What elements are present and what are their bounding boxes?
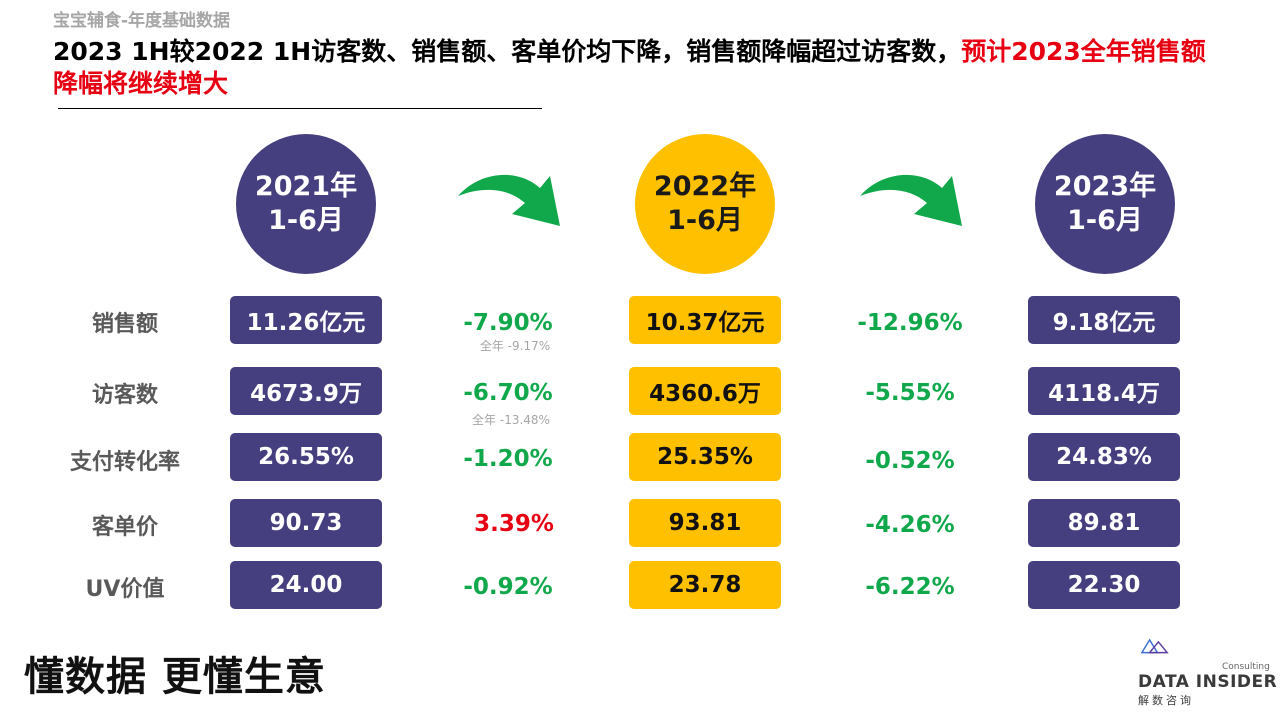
logo-cn: 解数咨询 [1138,694,1194,707]
metric-label-uv-value: UV价值 [85,577,165,602]
supertitle: 宝宝辅食-年度基础数据 [53,11,231,31]
value-box-2022-conversion: 25.35% [629,433,781,481]
value-box-2022-sales: 10.37亿元 [629,296,781,344]
value-box-2021-uv-value: 24.00 [230,561,382,609]
headline-highlight: 预计2023全年销售额降幅将继续增大 [53,37,1206,98]
title-underline [58,108,542,109]
change-1-visitors-annual: 全年 -13.48% [472,413,550,427]
value-box-2022-uv-value: 23.78 [629,561,781,609]
headline-main: 2023 1H较2022 1H访客数、销售额、客单价均下降，销售额降幅超过访客数… [53,37,962,66]
value-box-2022-avg-order: 93.81 [629,499,781,547]
change-1-conversion: -1.20% [463,446,553,472]
value-box-2021-sales: 11.26亿元 [230,296,382,344]
change-2-avg-order: -4.26% [865,512,955,538]
change-2-visitors: -5.55% [865,380,955,406]
period-year: 2021年 [254,171,358,202]
period-months: 1-6月 [268,205,344,236]
change-2-conversion: -0.52% [865,448,955,474]
value-box-2023-avg-order: 89.81 [1028,499,1180,547]
change-1-uv-value: -0.92% [463,574,553,600]
change-2-uv-value: -6.22% [865,574,955,600]
metric-label-conversion: 支付转化率 [69,450,180,475]
metric-label-visitors: 访客数 [91,383,158,408]
period-months: 1-6月 [1067,205,1143,236]
value-box-2023-sales: 9.18亿元 [1028,296,1180,344]
value-box-2023-conversion: 24.83% [1028,433,1180,481]
headline: 2023 1H较2022 1H访客数、销售额、客单价均下降，销售额降幅超过访客数… [53,36,1213,100]
period-year: 2023年 [1053,171,1157,202]
value-box-2023-visitors: 4118.4万 [1028,367,1180,415]
value-box-2022-visitors: 4360.6万 [629,367,781,415]
change-1-sales-annual: 全年 -9.17% [479,339,551,353]
period-circle-2021: 2021年 1-6月 [236,134,376,274]
change-1-avg-order: 3.39% [474,511,554,537]
change-1-sales: -7.90% [463,310,553,336]
change-2-sales: -12.96% [857,310,963,336]
change-1-visitors: -6.70% [463,380,553,406]
value-box-2023-uv-value: 22.30 [1028,561,1180,609]
logo-name: DATA INSIDER [1138,672,1278,692]
logo-consulting: Consulting [1222,662,1270,672]
data-insider-logo-icon [1140,638,1169,654]
period-circle-2022: 2022年 1-6月 [635,134,775,274]
value-box-2021-visitors: 4673.9万 [230,367,382,415]
period-year: 2022年 [653,171,757,202]
curved-right-arrow-icon [860,174,962,226]
value-box-2021-avg-order: 90.73 [230,499,382,547]
slogan: 懂数据 更懂生意 [24,654,326,700]
value-box-2021-conversion: 26.55% [230,433,382,481]
period-circle-2023: 2023年 1-6月 [1035,134,1175,274]
period-months: 1-6月 [667,205,743,236]
metric-label-sales: 销售额 [91,312,158,337]
metric-label-avg-order: 客单价 [91,515,158,540]
curved-right-arrow-icon [458,174,560,226]
